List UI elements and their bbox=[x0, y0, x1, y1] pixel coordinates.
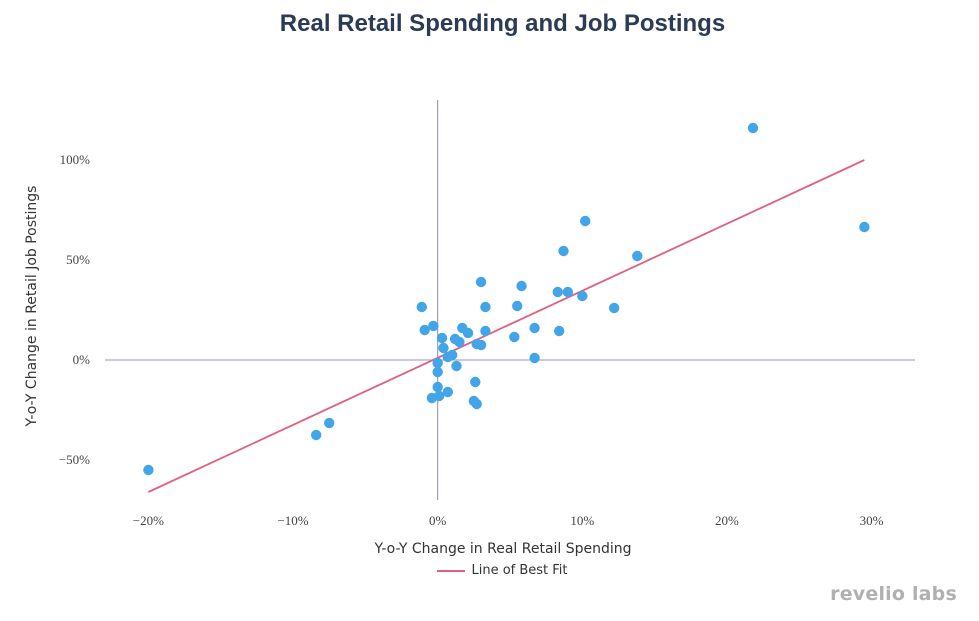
data-point bbox=[480, 301, 491, 313]
y-tick-label: 0% bbox=[73, 352, 91, 367]
data-point bbox=[419, 324, 430, 336]
tick-labels: −20% −10% 0% 10% 20% 30% −50% 0% 50% 100% bbox=[59, 152, 884, 528]
y-tick-label: 100% bbox=[60, 152, 91, 167]
data-point bbox=[580, 215, 591, 227]
legend[interactable]: Line of Best Fit bbox=[0, 563, 979, 578]
data-point bbox=[608, 302, 620, 314]
data-point bbox=[552, 286, 563, 298]
data-point bbox=[143, 464, 154, 476]
data-point bbox=[451, 360, 462, 372]
data-point bbox=[462, 327, 474, 339]
data-point bbox=[632, 250, 643, 262]
x-tick-label: 20% bbox=[715, 513, 739, 528]
data-point bbox=[553, 325, 565, 337]
data-point bbox=[436, 332, 448, 344]
data-point bbox=[310, 429, 322, 441]
data-point bbox=[516, 280, 527, 292]
y-tick-label: −50% bbox=[59, 452, 90, 467]
x-tick-label: 30% bbox=[860, 513, 884, 528]
data-points bbox=[143, 122, 870, 476]
data-point bbox=[747, 122, 759, 134]
data-point bbox=[428, 320, 439, 332]
legend-label: Line of Best Fit bbox=[471, 563, 568, 578]
data-point bbox=[470, 376, 481, 388]
data-point bbox=[438, 342, 449, 354]
x-tick-label: 10% bbox=[570, 513, 594, 528]
data-point bbox=[446, 349, 458, 361]
x-tick-label: −20% bbox=[133, 513, 164, 528]
data-point bbox=[529, 352, 540, 364]
x-axis-title: Y-o-Y Change in Real Retail Spending bbox=[373, 541, 631, 557]
data-point bbox=[475, 339, 487, 351]
x-tick-label: 0% bbox=[429, 513, 447, 528]
data-point bbox=[475, 276, 487, 288]
line-of-best-fit bbox=[148, 159, 865, 493]
chart-title: Real Retail Spending and Job Postings bbox=[279, 10, 726, 37]
data-point bbox=[859, 221, 870, 233]
y-axis-title: Y-o-Y Change in Retail Job Postings bbox=[24, 186, 40, 428]
data-point bbox=[432, 381, 443, 393]
axis-lines bbox=[105, 100, 915, 500]
data-point bbox=[509, 331, 520, 343]
fit-line-layer bbox=[148, 159, 865, 493]
y-tick-label: 50% bbox=[66, 252, 90, 267]
data-point bbox=[454, 336, 465, 348]
data-point bbox=[558, 245, 569, 257]
data-point bbox=[529, 322, 540, 334]
data-point bbox=[480, 325, 491, 337]
data-point bbox=[433, 390, 445, 402]
data-point bbox=[432, 366, 443, 378]
data-point bbox=[512, 300, 523, 312]
data-point bbox=[416, 301, 427, 313]
data-point bbox=[323, 417, 335, 429]
data-point bbox=[562, 286, 574, 298]
brand-logo: revelio labs bbox=[830, 583, 957, 605]
data-point bbox=[577, 290, 588, 302]
data-point bbox=[432, 357, 443, 369]
x-tick-label: −10% bbox=[277, 513, 308, 528]
data-point bbox=[442, 386, 454, 398]
data-point bbox=[471, 398, 482, 410]
legend-swatch bbox=[437, 569, 466, 572]
